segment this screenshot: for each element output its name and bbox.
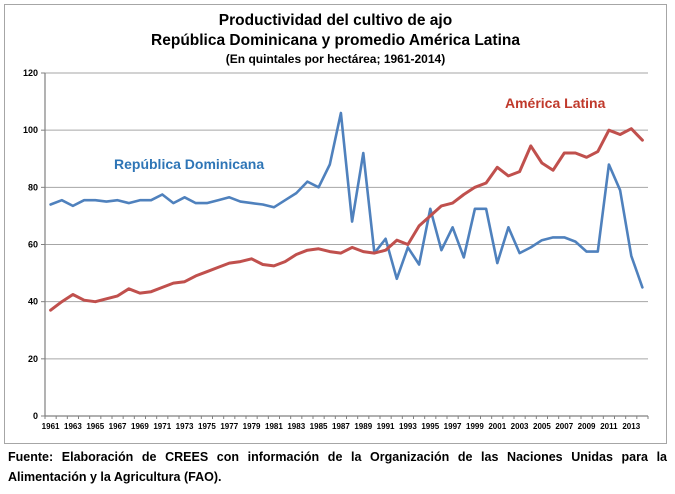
- x-tick-label: 1989: [354, 422, 372, 431]
- y-tick-label: 0: [33, 411, 38, 421]
- series-line-republica-dominicana: [49, 111, 644, 289]
- series-label-republica-dominicana: República Dominicana: [114, 156, 265, 172]
- line-chart: 0 20 40 60 80 100 120 1961 1963 1965 1967 1969 1971 1…: [23, 68, 649, 431]
- x-tick-label: 1973: [176, 422, 194, 431]
- x-tick-label: 1969: [131, 422, 149, 431]
- x-tick-label: 1997: [444, 422, 462, 431]
- x-tick-label: 2011: [600, 422, 618, 431]
- series-line-america-latina: [49, 127, 644, 312]
- x-tick-label: 1967: [109, 422, 127, 431]
- x-tick-label: 1975: [198, 422, 216, 431]
- y-tick-label: 120: [23, 68, 38, 78]
- x-tick-label: 2007: [555, 422, 573, 431]
- x-tick-label: 1991: [377, 422, 395, 431]
- x-tick-label: 1985: [310, 422, 328, 431]
- x-tick-label: 1979: [243, 422, 261, 431]
- x-tick-label: 2013: [622, 422, 640, 431]
- x-tick-label: 1977: [220, 422, 238, 431]
- chart-subtitle: (En quintales por hectárea; 1961-2014): [225, 52, 446, 66]
- x-tick-label: 1993: [399, 422, 417, 431]
- x-tick-label: 1981: [265, 422, 283, 431]
- y-tick-label: 100: [23, 125, 38, 135]
- y-tick-label: 80: [28, 182, 38, 192]
- x-tick-label: 1961: [42, 422, 60, 431]
- y-tick-label: 60: [28, 240, 38, 250]
- chart-figure: 0 20 40 60 80 100 120 1961 1963 1965 1967 1969 1971 1…: [4, 4, 667, 444]
- chart-title: Productividad del cultivo de ajo: [218, 12, 453, 29]
- x-tick-label: 1999: [466, 422, 484, 431]
- chart-title-line2: República Dominicana y promedio América …: [151, 32, 520, 49]
- x-tick-label: 2009: [578, 422, 596, 431]
- x-tick-label: 1983: [287, 422, 305, 431]
- x-tick-label: 2005: [533, 422, 551, 431]
- x-tick-label: 1965: [86, 422, 104, 431]
- y-tick-label: 40: [28, 297, 38, 307]
- x-tick-label: 1963: [64, 422, 82, 431]
- x-tick-label: 1987: [332, 422, 350, 431]
- source-footnote: Fuente: Elaboración de CREES con informa…: [8, 450, 667, 484]
- series-label-america-latina: América Latina: [505, 95, 606, 111]
- x-tick-label: 1995: [421, 422, 439, 431]
- x-tick-label: 2001: [488, 422, 506, 431]
- y-tick-label: 20: [28, 354, 38, 364]
- x-tick-label: 2003: [511, 422, 529, 431]
- x-tick-label: 1971: [153, 422, 171, 431]
